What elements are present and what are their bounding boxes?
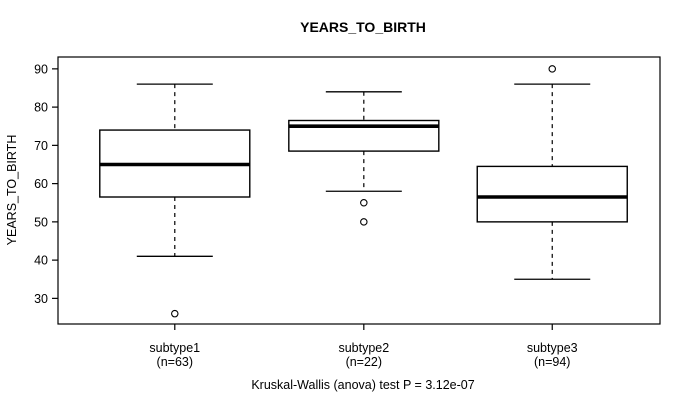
x-n-label: (n=63): [157, 355, 193, 369]
outlier-point: [171, 309, 179, 318]
y-tick-label: 90: [34, 62, 48, 76]
chart-title: YEARS_TO_BIRTH: [300, 19, 426, 35]
y-axis-title: YEARS_TO_BIRTH: [5, 135, 19, 246]
boxplot-group-subtype3: subtype3(n=94): [476, 65, 628, 369]
outlier-point: [548, 65, 556, 73]
iqr-box: [476, 165, 628, 223]
boxplot-group-subtype1: subtype1(n=63): [99, 83, 251, 369]
x-label: subtype3: [527, 341, 578, 355]
stat-test-caption: Kruskal-Wallis (anova) test P = 3.12e-07: [251, 378, 474, 392]
y-tick-label: 60: [34, 177, 48, 191]
outlier-point: [360, 198, 368, 207]
y-tick-label: 70: [34, 139, 48, 153]
y-tick-label: 50: [34, 215, 48, 229]
boxplot-group-subtype2: subtype2(n=22): [288, 91, 440, 369]
y-tick-label: 30: [34, 292, 48, 306]
x-n-label: (n=22): [346, 355, 382, 369]
plot-layer: 30405060708090subtype1(n=63)subtype2(n=2…: [34, 62, 628, 369]
y-tick-label: 80: [34, 101, 48, 115]
x-label: subtype1: [149, 341, 200, 355]
outlier-point: [360, 218, 368, 226]
plot-frame: [57, 56, 661, 325]
y-tick-label: 40: [34, 254, 48, 268]
x-n-label: (n=94): [534, 355, 570, 369]
x-label: subtype2: [338, 341, 389, 355]
